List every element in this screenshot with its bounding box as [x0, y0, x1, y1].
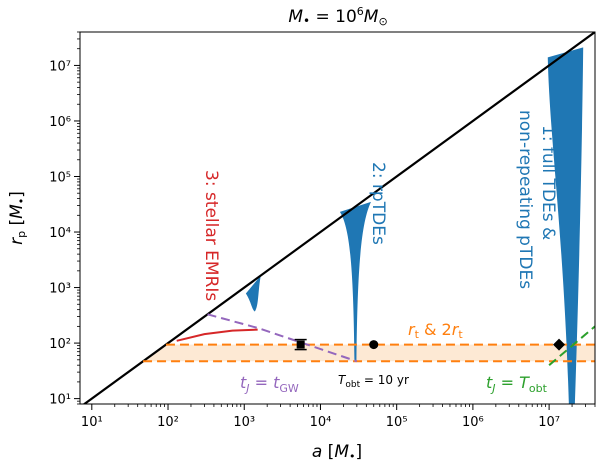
region3-label: 3: stellar EMRIs: [201, 170, 221, 301]
x-tick-label: 10⁶: [462, 415, 484, 430]
filled-region-1: [547, 47, 584, 404]
line-tj-tgw: [207, 313, 358, 363]
filled-region-3: [245, 275, 261, 312]
y-ticks: 10¹ 10² 10³ 10⁴ 10⁵ 10⁶ 10⁷: [49, 31, 80, 408]
x-tick-label: 10¹: [81, 415, 103, 430]
y-tick-label: 10²: [49, 337, 71, 352]
region2-label: 2: rpTDEs: [368, 162, 388, 245]
y-axis-label: rp [M•]: [7, 191, 28, 245]
plot-frame: [79, 31, 596, 405]
point-diamond: [553, 338, 566, 351]
line-rp-a: [82, 32, 595, 404]
lines: [82, 32, 595, 404]
region1-label-line1: 1: full TDEs &: [538, 125, 558, 240]
y-tick-label: 10⁴: [49, 226, 71, 241]
y-tick-label: 10⁷: [49, 59, 71, 74]
tobt-label: Tobt = 10 yr: [338, 373, 409, 390]
filled-region-2: [339, 201, 371, 362]
x-ticks: 10¹ 10² 10³ 10⁴ 10⁵ 10⁶ 10⁷: [81, 404, 596, 430]
shaded-region-rt-to-2rt-band: [143, 344, 595, 362]
x-axis-label: a [M•]: [312, 442, 362, 463]
plot-area: [82, 32, 595, 404]
y-tick-label: 10³: [49, 282, 71, 297]
tj-tobt-label: tJ = Tobt: [486, 373, 548, 395]
region1-label-line2: non-repeating pTDEs: [515, 110, 535, 289]
rt-label: rt & 2rt: [408, 320, 463, 341]
shaded-regions: [143, 344, 595, 362]
y-tick-label: 10⁵: [49, 170, 71, 185]
point-circle: [369, 340, 379, 350]
line-tj-tobt: [548, 325, 595, 366]
x-tick-label: 10²: [157, 415, 179, 430]
filled-regions: [245, 47, 584, 404]
annotations: 1: full TDEs & non-repeating pTDEs 2: rp…: [201, 110, 558, 395]
line-stellar-emris: [176, 328, 258, 342]
x-tick-label: 10³: [233, 415, 255, 430]
point-bar: [296, 340, 305, 349]
y-tick-label: 10¹: [49, 393, 71, 408]
y-tick-label: 10⁶: [49, 115, 71, 130]
x-tick-label: 10⁵: [386, 415, 408, 430]
chart-title: M• = 106M⊙: [288, 5, 387, 28]
x-tick-label: 10⁴: [310, 415, 332, 430]
points: [294, 338, 566, 351]
x-tick-label: 10⁷: [538, 415, 560, 430]
tgw-label: tJ = tGW: [240, 373, 299, 395]
